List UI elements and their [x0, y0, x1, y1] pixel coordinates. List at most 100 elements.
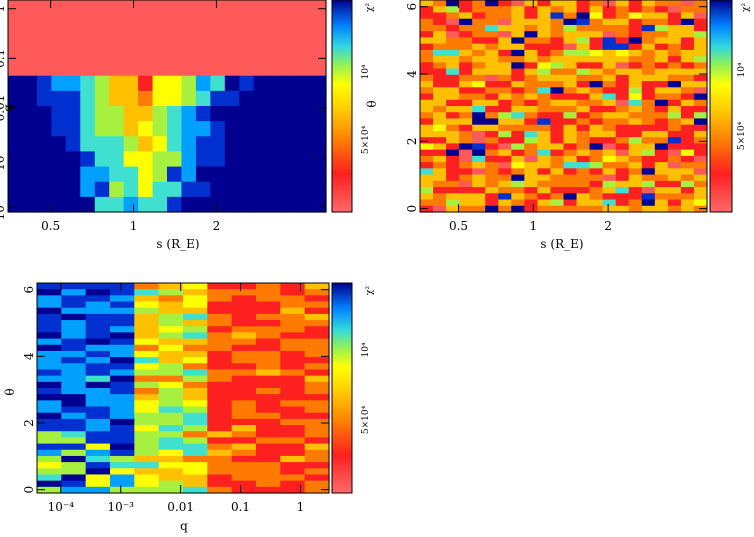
colorbar-tick: 10⁴ [361, 64, 371, 79]
heatmap-cell [563, 18, 578, 26]
heatmap-cell [446, 56, 460, 63]
heatmap-cell [524, 118, 539, 126]
heatmap-cell [693, 99, 708, 107]
heatmap-cell [183, 437, 208, 445]
heatmap-cell [210, 151, 226, 168]
heatmap-cell [537, 37, 552, 45]
heatmap-cell [485, 130, 499, 138]
heatmap-cell [537, 31, 552, 39]
heatmap-cell [472, 124, 486, 132]
heatmap-cell [36, 106, 52, 122]
heatmap-cell [37, 320, 62, 327]
heatmap-cell [134, 394, 160, 401]
heatmap-cell [524, 24, 539, 32]
heatmap-cell [576, 93, 591, 101]
heatmap-cell [239, 166, 255, 183]
heatmap-cell [524, 68, 539, 76]
heatmap-cell [94, 181, 110, 198]
heatmap-cell [485, 0, 499, 7]
heatmap-cell [37, 443, 62, 451]
heatmap-cell [51, 196, 67, 213]
heatmap-cell [563, 180, 578, 188]
heatmap-cell [511, 180, 525, 188]
heatmap-cell [110, 449, 135, 457]
heatmap-cell [420, 87, 434, 95]
heatmap-cell [311, 45, 327, 62]
heatmap-cell [282, 151, 298, 168]
heatmap-cell [231, 344, 257, 352]
heatmap-cell [524, 99, 539, 107]
heatmap-cell [110, 363, 135, 371]
heatmap-cell [210, 60, 226, 77]
heatmap-cell [134, 406, 160, 414]
heatmap-cell [36, 15, 52, 31]
heatmap-cell [550, 68, 565, 76]
heatmap-cell [311, 166, 327, 183]
heatmap-cell [628, 187, 643, 194]
heatmap-cell [224, 0, 240, 16]
heatmap-cell [628, 31, 643, 39]
heatmap-cell [615, 74, 630, 82]
heatmap-cell [420, 205, 434, 213]
heatmap-cell [459, 62, 473, 70]
heatmap-cell [280, 307, 306, 315]
heatmap-cell [680, 118, 695, 126]
heatmap-cell [615, 0, 630, 7]
heatmap-cell [563, 0, 578, 7]
heatmap-cell [138, 106, 154, 122]
heatmap-cell [158, 486, 184, 494]
y-tick-label: 1 [0, 5, 7, 13]
heatmap-cell [641, 130, 656, 138]
heatmap-cell [511, 118, 525, 126]
heatmap-cell [65, 106, 81, 122]
heatmap-cell [239, 181, 255, 198]
heatmap-cell [537, 187, 552, 194]
heatmap-cell [158, 350, 184, 358]
heatmap-cell [183, 357, 208, 364]
heatmap-cell [207, 338, 233, 346]
heatmap-cell [641, 187, 656, 194]
heatmap-cell [680, 56, 695, 63]
heatmap-cell [576, 155, 591, 163]
heatmap-cell [37, 449, 62, 457]
heatmap-cell [256, 425, 281, 432]
heatmap-cell [158, 320, 184, 327]
x-tick-label: 10⁻⁴ [48, 500, 75, 514]
heatmap-cell [511, 193, 525, 201]
heatmap-cell [37, 462, 62, 469]
heatmap-cell [511, 6, 525, 14]
heatmap-cell [183, 363, 208, 371]
heatmap-cell [693, 68, 708, 76]
heatmap-cell [183, 449, 208, 457]
heatmap-cell [110, 388, 135, 395]
heatmap-cell [110, 381, 135, 389]
heatmap-cell [550, 12, 565, 20]
heatmap-cell [537, 168, 552, 176]
heatmap-cell [693, 18, 708, 26]
heatmap-cell [110, 412, 135, 420]
heatmap-cell [65, 90, 81, 107]
heatmap-cell [268, 45, 284, 62]
heatmap-cell [485, 193, 499, 201]
heatmap-cell [524, 49, 539, 57]
heatmap-cell [433, 193, 447, 201]
heatmap-cell [8, 121, 24, 137]
heatmap-cell [628, 162, 643, 169]
heatmap-cell [693, 162, 708, 169]
heatmap-cell [615, 205, 630, 213]
heatmap-cell [138, 45, 154, 62]
heatmap-cell [433, 6, 447, 14]
heatmap-cell [693, 193, 708, 201]
heatmap-cell [485, 6, 499, 14]
heatmap-cell [563, 193, 578, 201]
heatmap-cell [280, 369, 306, 377]
heatmap-cell [110, 468, 135, 476]
heatmap-cell [297, 196, 313, 213]
heatmap-cell [51, 90, 67, 107]
heatmap-cell [110, 344, 135, 352]
heatmap-cell [680, 199, 695, 207]
heatmap-cell [498, 187, 512, 194]
heatmap-cell [195, 151, 211, 168]
heatmap-cell [304, 412, 330, 420]
heatmap-cell [158, 431, 184, 439]
